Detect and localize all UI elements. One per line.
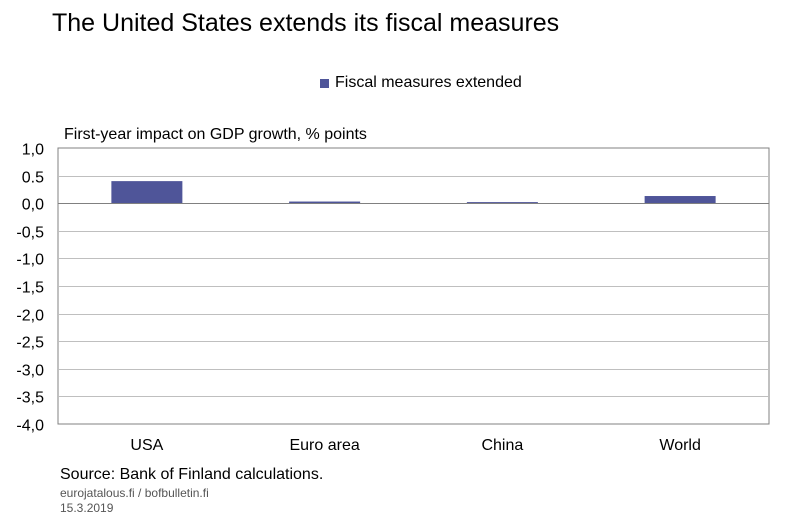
chart-title: The United States extends its fiscal mea… — [52, 9, 560, 37]
x-tick-label: USA — [130, 437, 163, 454]
y-tick-label: -1,0 — [16, 252, 44, 269]
y-tick-label: -3,5 — [16, 390, 44, 407]
y-tick-label: -2,0 — [16, 308, 44, 325]
y-tick-label: 0.5 — [22, 170, 44, 187]
bar — [644, 196, 716, 204]
legend: Fiscal measures extended — [320, 74, 522, 92]
y-tick-label: -2,5 — [16, 335, 44, 352]
footer-site: eurojatalous.fi / bofbulletin.fi — [60, 486, 209, 500]
x-tick-label: China — [481, 437, 523, 454]
x-tick-label: Euro area — [289, 437, 359, 454]
y-tick-label: 1,0 — [22, 142, 44, 159]
source-note: Source: Bank of Finland calculations. — [60, 466, 324, 483]
x-tick-label: World — [659, 437, 701, 454]
y-tick-label: -1,5 — [16, 280, 44, 297]
bar — [111, 181, 183, 204]
legend-swatch — [320, 78, 329, 88]
y-tick-label: -4,0 — [16, 418, 44, 435]
y-tick-label: -0,5 — [16, 225, 44, 242]
bar — [466, 202, 538, 204]
footer-date: 15.3.2019 — [60, 501, 114, 515]
legend-label: Fiscal measures extended — [335, 74, 522, 91]
y-tick-label: -3,0 — [16, 363, 44, 380]
y-tick-label: 0,0 — [22, 197, 44, 214]
bar — [289, 201, 361, 204]
y-axis-title: First-year impact on GDP growth, % point… — [64, 126, 367, 143]
